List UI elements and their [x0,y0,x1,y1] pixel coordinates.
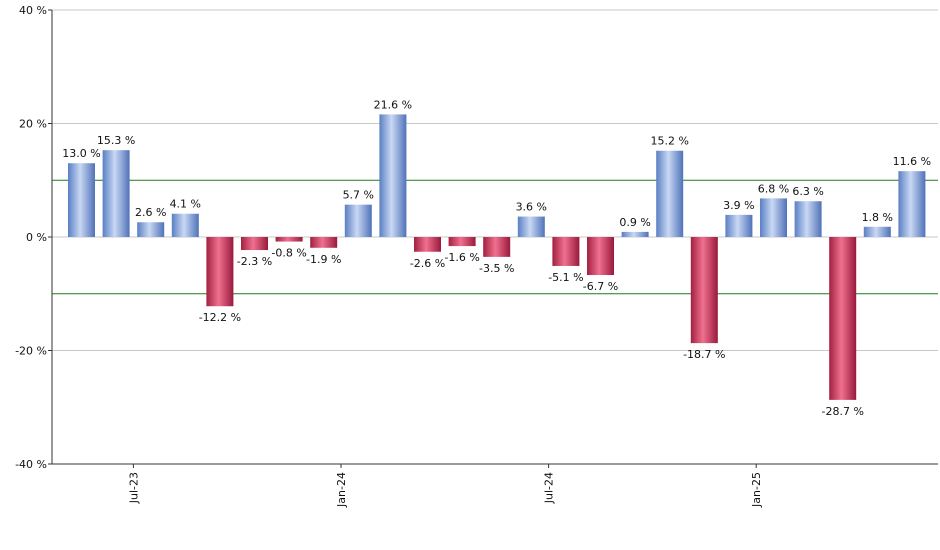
bar [275,237,303,242]
bar [898,171,926,237]
bar [310,237,338,248]
x-tick-label: Jan-25 [750,472,763,508]
x-tick-label: Jul-24 [543,472,556,504]
data-label: 11.6 % [893,155,931,168]
data-label: 15.2 % [650,135,688,148]
data-label: -12.2 % [199,311,241,324]
bars [68,114,926,400]
bar [587,237,614,276]
data-label: -6.7 % [583,280,618,293]
y-tick-label: 20 % [19,118,47,131]
bar [344,204,372,237]
data-label: -18.7 % [683,348,725,361]
x-tick-label: Jul-23 [127,472,140,504]
data-label: 6.3 % [792,185,823,198]
bar [621,231,649,237]
bar [863,226,891,237]
data-label: 4.1 % [170,198,201,211]
bar [414,237,441,252]
bar [448,237,476,247]
y-tick-label: -40 % [15,458,47,471]
bar [206,237,234,307]
data-label: -28.7 % [821,405,863,418]
data-label: -2.6 % [410,257,445,270]
data-label: 21.6 % [374,98,412,111]
y-tick-label: 40 % [19,4,47,17]
bar [794,201,822,237]
bar [690,237,718,344]
data-label: -1.6 % [444,251,479,264]
data-label: -0.8 % [271,247,306,260]
data-label: -2.3 % [237,255,272,268]
data-label: -5.1 % [548,271,583,284]
data-label: 3.9 % [723,199,754,212]
y-tick-label: 0 % [26,231,47,244]
bar [483,237,511,257]
bar [241,237,268,251]
data-label: 13.0 % [62,147,100,160]
bar [379,114,407,237]
reference-lines [52,179,938,295]
x-tick-label: Jan-24 [335,472,348,508]
bar [68,163,95,237]
bar [171,213,199,237]
data-label: 0.9 % [619,216,650,229]
axes: 40 % 20 % 0 % -20 % -40 % Jul-23 Jan-24 Jul-24 J… [15,4,938,508]
data-label: -1.9 % [306,253,341,266]
bar [102,150,130,237]
bar [725,214,753,237]
y-tick-label: -20 % [15,345,47,358]
bar [137,222,165,237]
bar [517,216,545,237]
bar [760,198,787,237]
data-label: -3.5 % [479,262,514,275]
data-label: 1.8 % [862,211,893,224]
bar [656,150,684,237]
bar [829,237,857,400]
data-labels: 13.0 %15.3 % 2.6 % 4.1 % -12.2 % -2.3 %-0.8 … [62,98,931,417]
data-label: 5.7 % [343,189,374,202]
data-label: 3.6 % [516,201,547,214]
data-label: 15.3 % [97,134,135,147]
data-label: 2.6 % [135,206,166,219]
data-label: 6.8 % [758,182,789,195]
bar [552,237,580,266]
